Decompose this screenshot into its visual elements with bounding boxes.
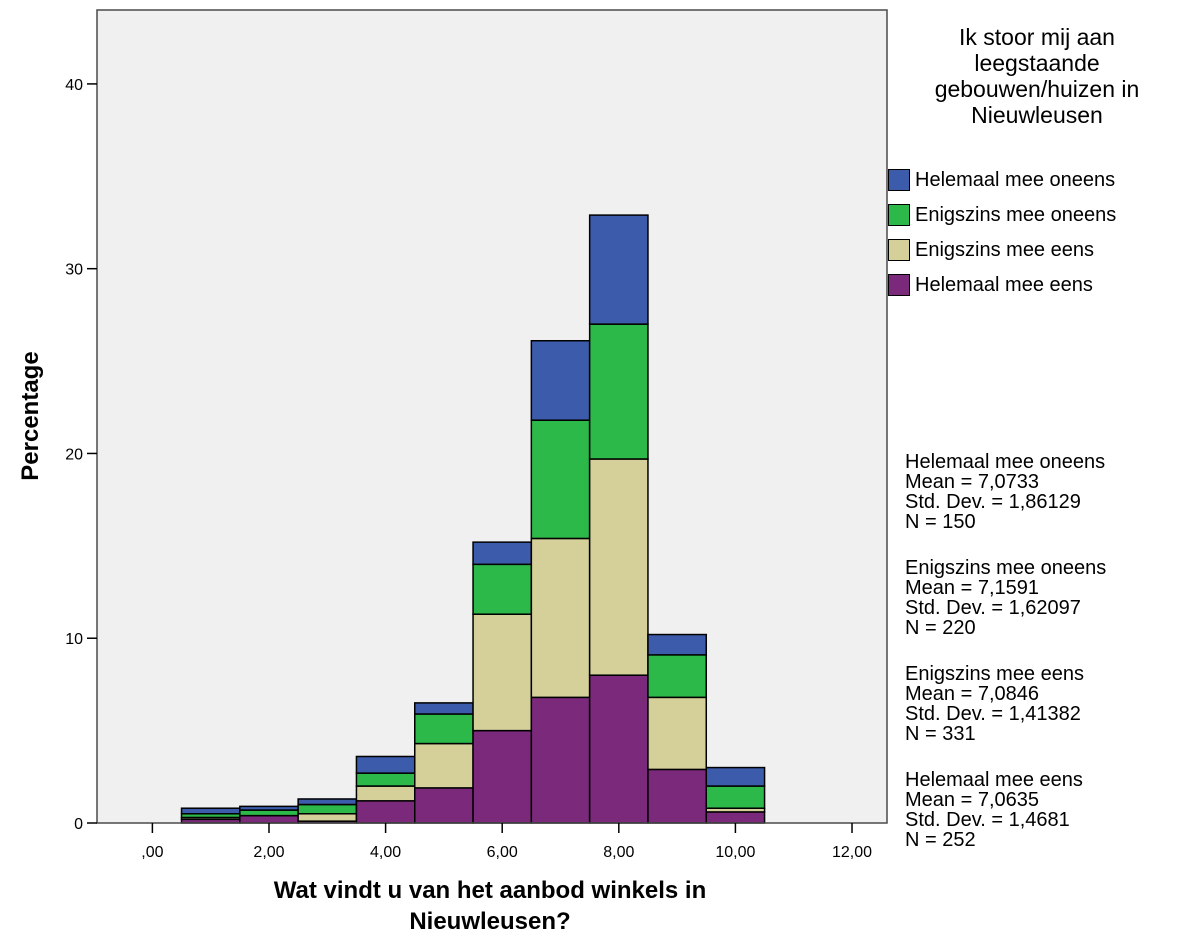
- y-tick-label: 40: [65, 77, 83, 94]
- bar-segment: [355, 755, 416, 774]
- legend-label: Enigszins mee oneens: [915, 203, 1117, 226]
- bar-segment: [355, 772, 416, 787]
- y-tick-label: 0: [74, 816, 83, 833]
- bar-segment: [413, 787, 474, 824]
- bar-segment: [647, 768, 708, 824]
- y-axis-title: Percentage: [17, 351, 44, 480]
- bar-segment: [355, 785, 416, 802]
- y-tick-label: 10: [65, 631, 83, 648]
- x-axis-title-line-1: Wat vindt u van het aanbod winkels in: [274, 877, 707, 904]
- x-tick-label: ,00: [141, 844, 163, 861]
- x-tick-label: 4,00: [370, 844, 401, 861]
- x-tick-label: 6,00: [487, 844, 518, 861]
- x-tick-label: 12,00: [832, 844, 872, 861]
- stat-n: N = 150: [905, 511, 976, 533]
- bar-segment: [530, 419, 591, 540]
- legend-swatch: [888, 204, 910, 226]
- legend-item: Enigszins mee eens: [888, 237, 1116, 263]
- stat-std: Std. Dev. = 1,62097: [905, 597, 1081, 619]
- bar-segment: [239, 809, 299, 817]
- legend-title-line: Ik stoor mij aan: [959, 24, 1115, 50]
- bar-segment: [472, 541, 533, 566]
- y-tick-label: 30: [65, 262, 83, 279]
- stat-block: Enigszins mee eens Mean = 7,0846 Std. De…: [905, 664, 1106, 744]
- stat-group: Helemaal mee oneens: [905, 451, 1106, 473]
- bar-segment: [180, 807, 241, 815]
- statistics-panel: Helemaal mee oneens Mean = 7,0733 Std. D…: [905, 452, 1106, 876]
- bar-segment: [588, 458, 649, 676]
- bar-segment: [647, 654, 708, 699]
- legend-title: Ik stoor mij aan leegstaande gebouwen/hu…: [892, 24, 1182, 128]
- bar-segment: [647, 633, 708, 656]
- legend-item: Enigszins mee oneens: [888, 202, 1116, 228]
- bar-segment: [297, 813, 358, 822]
- stat-mean: Mean = 7,1591: [905, 577, 1039, 599]
- stat-n: N = 331: [905, 723, 976, 745]
- bar-segment: [530, 537, 591, 699]
- bar-segment: [413, 713, 474, 745]
- bar-segment: [647, 696, 708, 771]
- bar-segment: [355, 800, 416, 824]
- legend-title-line: Nieuwleusen: [971, 102, 1103, 128]
- stat-block: Enigszins mee oneens Mean = 7,1591 Std. …: [905, 558, 1106, 638]
- bar-segment: [239, 814, 299, 824]
- x-axis-title-line-2: Nieuwleusen?: [409, 908, 570, 935]
- bar-segment: [588, 214, 649, 325]
- stat-mean: Mean = 7,0635: [905, 789, 1039, 811]
- bar-segment: [530, 339, 591, 421]
- legend-title-line: leegstaande: [974, 50, 1100, 76]
- bar-segment: [705, 785, 766, 809]
- stat-mean: Mean = 7,0846: [905, 683, 1039, 705]
- x-tick-label: 10,00: [715, 844, 755, 861]
- bar-segment: [413, 742, 474, 789]
- bar-segment: [239, 805, 299, 811]
- plot-frame: [96, 9, 888, 824]
- bar-segment: [530, 696, 591, 824]
- stat-group: Enigszins mee oneens: [905, 557, 1107, 579]
- x-tick-label: 2,00: [253, 844, 284, 861]
- bar-segment: [588, 323, 649, 460]
- x-axis: ,00 2,00 4,00 6,00 8,00 10,00 12,00: [141, 823, 872, 861]
- bar-segment: [588, 674, 649, 824]
- legend-label: Helemaal mee oneens: [915, 168, 1116, 191]
- x-tick-label: 8,00: [603, 844, 634, 861]
- bar-segment: [472, 729, 533, 824]
- legend: Helemaal mee oneens Enigszins mee oneens…: [888, 167, 1116, 307]
- bar-segment: [297, 803, 358, 815]
- bar-segment: [472, 563, 533, 615]
- legend-swatch: [888, 274, 910, 296]
- stat-block: Helemaal mee eens Mean = 7,0635 Std. Dev…: [905, 770, 1106, 850]
- legend-item: Helemaal mee eens: [888, 272, 1116, 298]
- bar-segment: [472, 613, 533, 732]
- legend-label: Helemaal mee eens: [915, 273, 1093, 296]
- bar-segment: [705, 766, 766, 787]
- stat-group: Helemaal mee eens: [905, 769, 1083, 791]
- legend-item: Helemaal mee oneens: [888, 167, 1116, 193]
- bar-segment: [705, 811, 766, 824]
- stat-std: Std. Dev. = 1,4681: [905, 809, 1070, 831]
- legend-title-line: gebouwen/huizen in: [934, 76, 1140, 102]
- stat-group: Enigszins mee eens: [905, 663, 1084, 685]
- legend-swatch: [888, 239, 910, 261]
- bar-segment: [413, 702, 474, 715]
- stat-std: Std. Dev. = 1,86129: [905, 491, 1081, 513]
- y-tick-label: 20: [65, 446, 83, 463]
- bar-stacks: [180, 214, 766, 824]
- stat-n: N = 252: [905, 829, 976, 851]
- stat-std: Std. Dev. = 1,41382: [905, 703, 1081, 725]
- legend-label: Enigszins mee eens: [915, 238, 1094, 261]
- stat-n: N = 220: [905, 617, 976, 639]
- y-axis: 0 10 20 30 40: [65, 77, 97, 833]
- stat-mean: Mean = 7,0733: [905, 471, 1039, 493]
- stat-block: Helemaal mee oneens Mean = 7,0733 Std. D…: [905, 452, 1106, 532]
- legend-swatch: [888, 169, 910, 191]
- bar-segment: [297, 798, 358, 806]
